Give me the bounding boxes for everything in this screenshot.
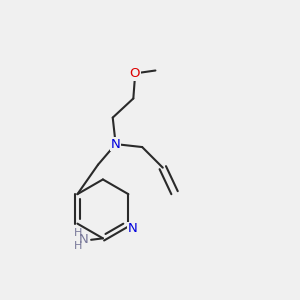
Text: N: N [111,138,121,151]
Text: H: H [74,228,83,238]
Text: O: O [130,67,140,80]
Text: N: N [79,233,88,246]
Text: N: N [127,222,137,236]
Text: H: H [74,241,83,251]
